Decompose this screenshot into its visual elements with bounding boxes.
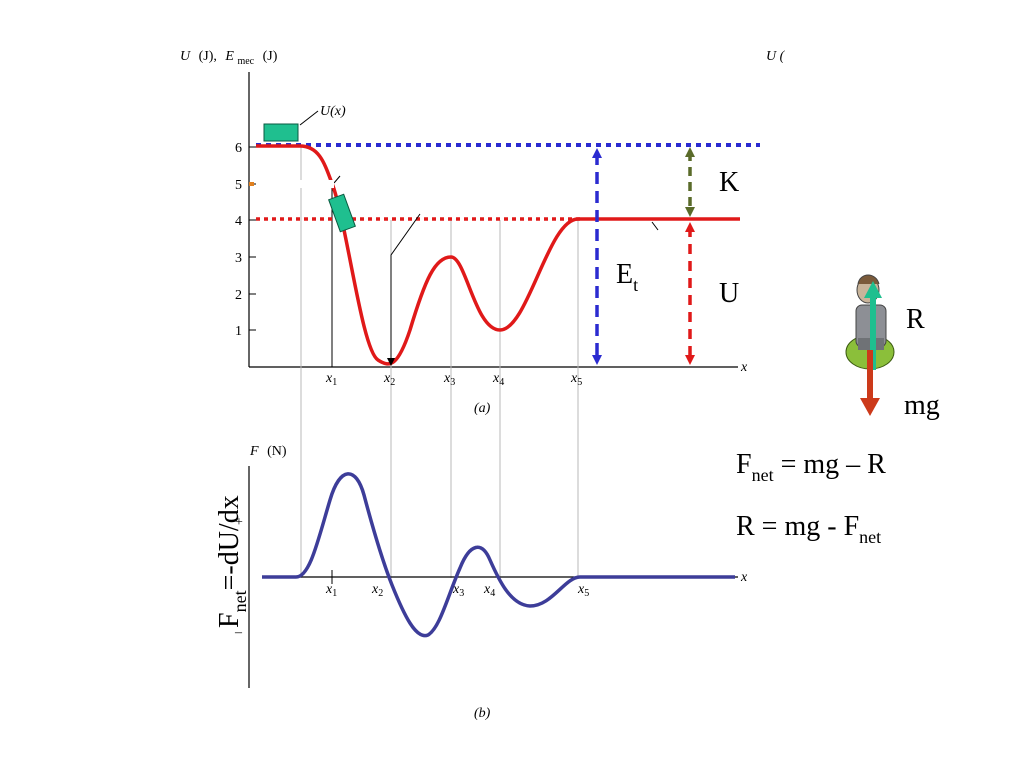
ytick-6: 6: [235, 141, 242, 156]
ylabel-u: U: [180, 49, 191, 64]
orange-tick-mark: [249, 182, 254, 186]
ytick-4: 4: [235, 214, 242, 229]
label-et: Et: [616, 259, 638, 295]
panel-a-caption: (a): [474, 401, 491, 416]
panel-a-y-ticks: 1 2 3 4 5 6: [235, 141, 256, 339]
panel-b-x-axis-label: x: [740, 570, 748, 585]
panel-a-ylabel: U (J), E mec (J): [180, 49, 278, 68]
cart-top: [263, 123, 299, 142]
plus-sign: +: [235, 515, 243, 530]
pointer-line-a: [333, 175, 341, 184]
panel-b-ylabel: F (N): [249, 444, 287, 459]
panel-b-x-labels: x1 x2 x3 x4 x5: [325, 582, 589, 599]
label-mg: mg: [904, 390, 940, 421]
mg-arrow-head: [860, 398, 880, 416]
white-bar: [258, 180, 334, 188]
vertical-guide-lines: [300, 147, 579, 578]
force-curve: [262, 472, 735, 638]
rotated-force-label: Fnet=-dU/dx: [214, 495, 250, 628]
panel-a-x-labels: x1 x2 x3 x4 x5: [325, 371, 582, 388]
xlabel-a-2: x2: [383, 371, 395, 388]
ylabel-e-sub: mec: [237, 56, 254, 67]
ylabel-right-fragment: U (: [766, 49, 786, 64]
label-u: U: [719, 278, 739, 309]
ylabel-e: E: [224, 49, 234, 64]
xlabel-a-3: x3: [443, 371, 455, 388]
equation-2: R = mg - Fnet: [736, 511, 881, 547]
pointer-line-b: [651, 221, 659, 231]
xlabel-b-4: x4: [483, 582, 495, 599]
minus-sign: –: [234, 625, 243, 640]
xlabel-a-5: x5: [570, 371, 582, 388]
ytick-5: 5: [235, 178, 242, 193]
xlabel-b-2: x2: [371, 582, 383, 599]
potential-curve: [256, 144, 740, 366]
xlabel-b-5: x5: [577, 582, 589, 599]
curve-label-leader: [299, 110, 319, 126]
ytick-2: 2: [235, 288, 242, 303]
panel-b: F (N) x + – x1 x2 x3 x4 x5 (b) Fnet=-dU/…: [214, 444, 748, 721]
ytick-3: 3: [235, 251, 242, 266]
label-r: R: [906, 304, 925, 335]
panel-a-x-axis-label: x: [740, 360, 748, 375]
r-arrow-head: [864, 281, 882, 298]
curve-label: U(x): [320, 104, 346, 119]
ytick-1: 1: [235, 324, 242, 339]
panel-a: U (J), E mec (J) U ( x 1 2 3 4 5 6: [180, 49, 786, 578]
equations: Fnet = mg – R R = mg - Fnet: [736, 449, 886, 547]
cart-slope: [328, 193, 356, 233]
panel-b-caption: (b): [474, 706, 491, 721]
equation-1: Fnet = mg – R: [736, 449, 886, 485]
xlabel-a-4: x4: [492, 371, 504, 388]
xlabel-a-1: x1: [325, 371, 337, 388]
label-k: K: [719, 167, 739, 198]
person-hair: [857, 274, 880, 285]
xlabel-b-3: x3: [452, 582, 464, 599]
ylabel-u-unit: (J),: [199, 49, 217, 64]
xlabel-b-1: x1: [325, 582, 337, 599]
seated-person-figure: R mg: [845, 274, 940, 421]
ylabel-e-unit: (J): [263, 49, 278, 64]
x2-pointer-arrow: [387, 213, 421, 366]
